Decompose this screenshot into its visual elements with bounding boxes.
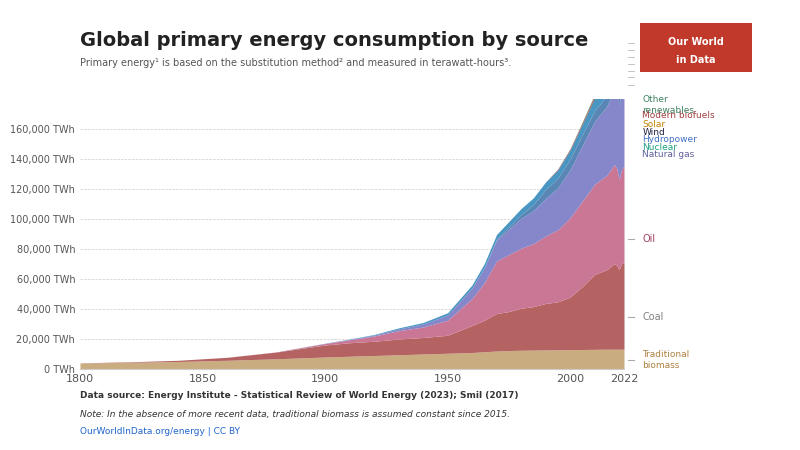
Text: Our World: Our World — [668, 37, 724, 47]
Text: Traditional
biomass: Traditional biomass — [642, 350, 690, 370]
Text: in Data: in Data — [676, 54, 716, 65]
Text: Wind: Wind — [642, 127, 665, 136]
Text: Coal: Coal — [642, 312, 664, 322]
Text: Data source: Energy Institute - Statistical Review of World Energy (2023); Smil : Data source: Energy Institute - Statisti… — [80, 392, 518, 400]
Text: Global primary energy consumption by source: Global primary energy consumption by sou… — [80, 32, 588, 50]
Text: Nuclear: Nuclear — [642, 143, 678, 152]
Text: Note: In the absence of more recent data, traditional biomass is assumed constan: Note: In the absence of more recent data… — [80, 410, 510, 418]
Text: Modern biofuels: Modern biofuels — [642, 111, 715, 120]
Text: Solar: Solar — [642, 120, 666, 129]
Text: Primary energy¹ is based on the substitution method² and measured in terawatt-ho: Primary energy¹ is based on the substitu… — [80, 58, 511, 68]
Text: Other
renewables: Other renewables — [642, 95, 694, 115]
Text: Natural gas: Natural gas — [642, 150, 694, 159]
Text: Hydropower: Hydropower — [642, 135, 698, 144]
Text: Oil: Oil — [642, 234, 655, 243]
Text: OurWorldInData.org/energy | CC BY: OurWorldInData.org/energy | CC BY — [80, 428, 240, 436]
